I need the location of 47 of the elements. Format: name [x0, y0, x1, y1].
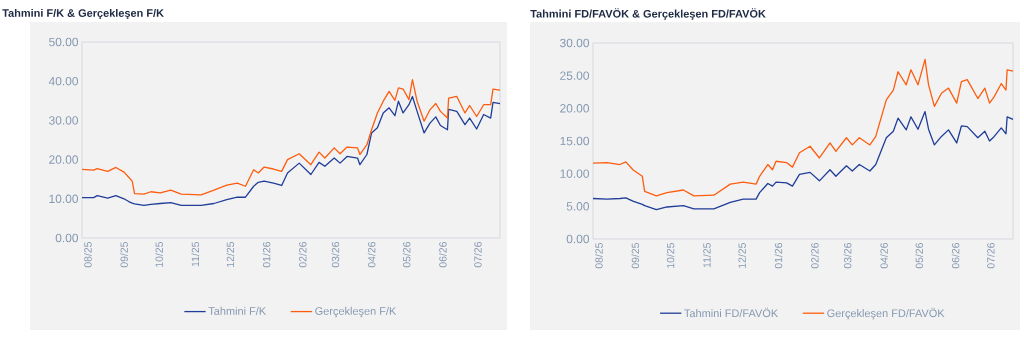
x-tick-label: 08/25 [84, 241, 92, 268]
x-tick-label: 09/25 [120, 241, 128, 268]
x-tick-label: 11/25 [191, 241, 200, 267]
y-tick-label: 25.00 [560, 71, 590, 80]
x-tick-label: 06/26 [951, 242, 960, 269]
x-tick-label: 02/26 [810, 242, 819, 269]
x-tick-label: 05/26 [402, 241, 411, 268]
x-tick-label: 02/26 [298, 241, 307, 268]
x-tick-label: 05/26 [915, 242, 924, 269]
chart-title: Tahmini F/K & Gerçekleşen F/K [2, 8, 164, 20]
x-tick-label: 12/25 [226, 241, 235, 267]
legend-label: Tahmini FD/FAVÖK [684, 307, 779, 318]
legend-label: Gerçekleşen F/K [315, 306, 397, 318]
x-tick-label: 08/25 [595, 242, 603, 269]
y-tick-label: 5.00 [566, 202, 590, 211]
x-tick-label: 06/26 [438, 241, 447, 268]
x-tick-label: 10/25 [155, 241, 163, 267]
x-tick-label: 04/26 [367, 241, 376, 268]
y-tick-label: 10.00 [560, 169, 590, 178]
y-tick-label: 20.00 [49, 155, 79, 164]
y-tick-label: 15.00 [560, 136, 590, 146]
x-tick-label: 07/26 [473, 241, 482, 268]
x-tick-label: 03/26 [331, 241, 340, 268]
y-tick-label: 30.00 [49, 116, 79, 125]
line-series [592, 110, 1014, 211]
x-tick-label: 09/25 [631, 242, 640, 269]
x-tick-label: 04/26 [880, 242, 888, 269]
x-tick-label: 11/25 [702, 242, 711, 268]
legend-label: Tahmini F/K [208, 306, 266, 315]
x-tick-label: 10/25 [666, 242, 675, 268]
chart-title: Tahmini FD/FAVÖK & Gerçekleşen FD/FAVÖK [530, 8, 766, 20]
y-tick-label: 0.00 [566, 234, 590, 244]
y-tick-label: 20.00 [560, 104, 590, 113]
line-series [81, 95, 501, 207]
x-tick-label: 03/26 [843, 242, 852, 269]
line-series [592, 58, 1014, 197]
y-tick-label: 0.00 [55, 233, 79, 243]
y-tick-label: 10.00 [49, 194, 79, 204]
line-series [81, 78, 501, 196]
y-tick-label: 50.00 [49, 37, 79, 47]
x-tick-label: 01/26 [262, 241, 271, 268]
x-tick-label: 01/26 [774, 242, 783, 269]
y-tick-label: 30.00 [560, 38, 590, 48]
legend-label: Gerçekleşen FD/FAVÖK [827, 307, 945, 320]
x-tick-label: 07/26 [986, 242, 995, 269]
y-tick-label: 40.00 [48, 76, 79, 86]
x-tick-label: 12/25 [738, 242, 746, 268]
